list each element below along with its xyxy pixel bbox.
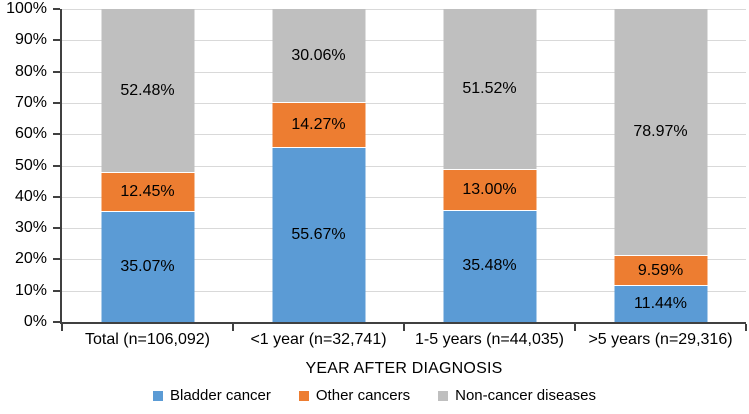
legend-item: Other cancers (298, 387, 411, 404)
y-axis-tick-label: 100% (6, 0, 47, 17)
bar-segment-bladder-cancer: 55.67% (272, 147, 365, 322)
y-axis-tick (53, 321, 60, 323)
y-axis-tick (53, 258, 60, 261)
gridline (62, 40, 746, 42)
stacked-bar: 11.44% 9.59% 78.97% (614, 9, 707, 322)
bar-segment-bladder-cancer: 11.44% (614, 286, 707, 322)
y-axis-tick-label: 20% (14, 250, 47, 268)
y-axis-tick-label: 10% (14, 281, 47, 299)
data-label: 14.27% (291, 115, 346, 133)
bar-segment-bladder-cancer: 35.48% (443, 210, 536, 322)
bar-segment-non-cancer-diseases: 78.97% (614, 9, 707, 257)
legend-swatch (298, 390, 309, 401)
bar-segment-other-cancers: 13.00% (443, 170, 536, 211)
gridline (62, 196, 746, 198)
data-label: 78.97% (633, 123, 688, 141)
y-axis-tick-label: 30% (14, 219, 47, 237)
data-label: 11.44% (633, 295, 688, 313)
x-category-label: 1-5 years (n=44,035) (415, 331, 564, 348)
bar-segment-non-cancer-diseases: 51.52% (443, 9, 536, 171)
bar-segment-other-cancers: 12.45% (101, 173, 194, 213)
y-axis-tick-label: 70% (14, 93, 47, 111)
y-axis-tick (53, 133, 60, 136)
data-label: 30.06% (291, 46, 346, 64)
gridline (62, 290, 746, 292)
data-label: 9.59% (637, 261, 684, 279)
gridline (62, 134, 746, 136)
x-axis-title: YEAR AFTER DIAGNOSIS (305, 360, 503, 377)
legend-swatch (152, 390, 163, 401)
legend-item: Non-cancer diseases (438, 388, 596, 403)
y-axis-tick-label: 90% (14, 31, 47, 49)
bar-segment-other-cancers: 14.27% (272, 103, 365, 148)
x-axis-tick (745, 324, 747, 331)
bar-segment-non-cancer-diseases: 30.06% (272, 9, 365, 104)
y-axis-tick (53, 289, 60, 292)
gridline (62, 71, 746, 73)
stacked-bar: 55.67% 14.27% 30.06% (272, 9, 365, 322)
gridline (62, 9, 746, 10)
y-axis-tick-label: 50% (14, 156, 47, 174)
data-label: 35.48% (462, 257, 517, 275)
y-axis-line (60, 9, 62, 322)
data-label: 51.52% (462, 80, 517, 98)
category-slot: 11.44% 9.59% 78.97% (575, 9, 746, 322)
y-axis-tick (53, 227, 60, 230)
x-category-label: <1 year (n=32,741) (250, 331, 387, 348)
data-label: 55.67% (291, 225, 346, 243)
bar-segment-bladder-cancer: 35.07% (101, 212, 194, 322)
x-axis-tick (61, 324, 63, 331)
category-slot: 55.67% 14.27% 30.06% (233, 9, 404, 322)
y-axis-tick-label: 40% (14, 187, 47, 205)
legend-label: Other cancers (315, 387, 411, 404)
x-axis-line (60, 322, 746, 324)
legend-item: Bladder cancer (152, 387, 271, 404)
gridline (62, 228, 746, 230)
stacked-bar: 35.48% 13.00% 51.52% (443, 9, 536, 322)
y-axis-tick (53, 195, 60, 198)
category-slot: 35.07% 12.45% 52.48% (62, 9, 233, 322)
gridline (62, 102, 746, 104)
bar-segment-non-cancer-diseases: 52.48% (101, 9, 194, 174)
data-label: 12.45% (120, 183, 175, 201)
y-axis-tick (53, 39, 60, 42)
gridline (62, 259, 746, 261)
data-label: 13.00% (462, 181, 517, 199)
x-axis-tick (574, 324, 576, 331)
x-axis-category-labels: Total (n=106,092) <1 year (n=32,741) 1-5 y… (62, 331, 746, 351)
legend-swatch (438, 390, 449, 401)
y-axis-tick-label: 0% (23, 313, 47, 330)
x-axis-tick (403, 324, 405, 331)
data-label: 52.48% (120, 81, 175, 99)
y-axis-tick (53, 101, 60, 104)
bar-segment-other-cancers: 9.59% (614, 256, 707, 287)
stacked-bar: 35.07% 12.45% 52.48% (101, 9, 194, 322)
data-label: 35.07% (120, 258, 175, 276)
legend-label: Non-cancer diseases (455, 387, 597, 404)
y-axis-tick-labels: 0% 10% 20% 30% 40% 50% 60% 70% 80% 90% 100% (0, 1, 47, 330)
gridline (62, 165, 746, 167)
plot-area: 35.07% 12.45% 52.48% 55.67% 14.27% 30.06% 35.4… (53, 8, 747, 331)
y-axis-tick (53, 164, 60, 167)
x-category-label: Total (n=106,092) (85, 331, 210, 348)
y-axis-tick-label: 80% (14, 62, 47, 80)
category-slot: 35.48% 13.00% 51.52% (404, 9, 575, 322)
y-axis-tick (53, 8, 60, 10)
chart-legend: Bladder cancer Other cancers Non-cancer di… (0, 388, 749, 403)
legend-label: Bladder cancer (169, 387, 271, 404)
y-axis-tick-label: 60% (14, 125, 47, 143)
x-category-label: >5 years (n=29,316) (588, 331, 733, 348)
y-axis-tick (53, 70, 60, 73)
x-axis-tick (232, 324, 234, 331)
